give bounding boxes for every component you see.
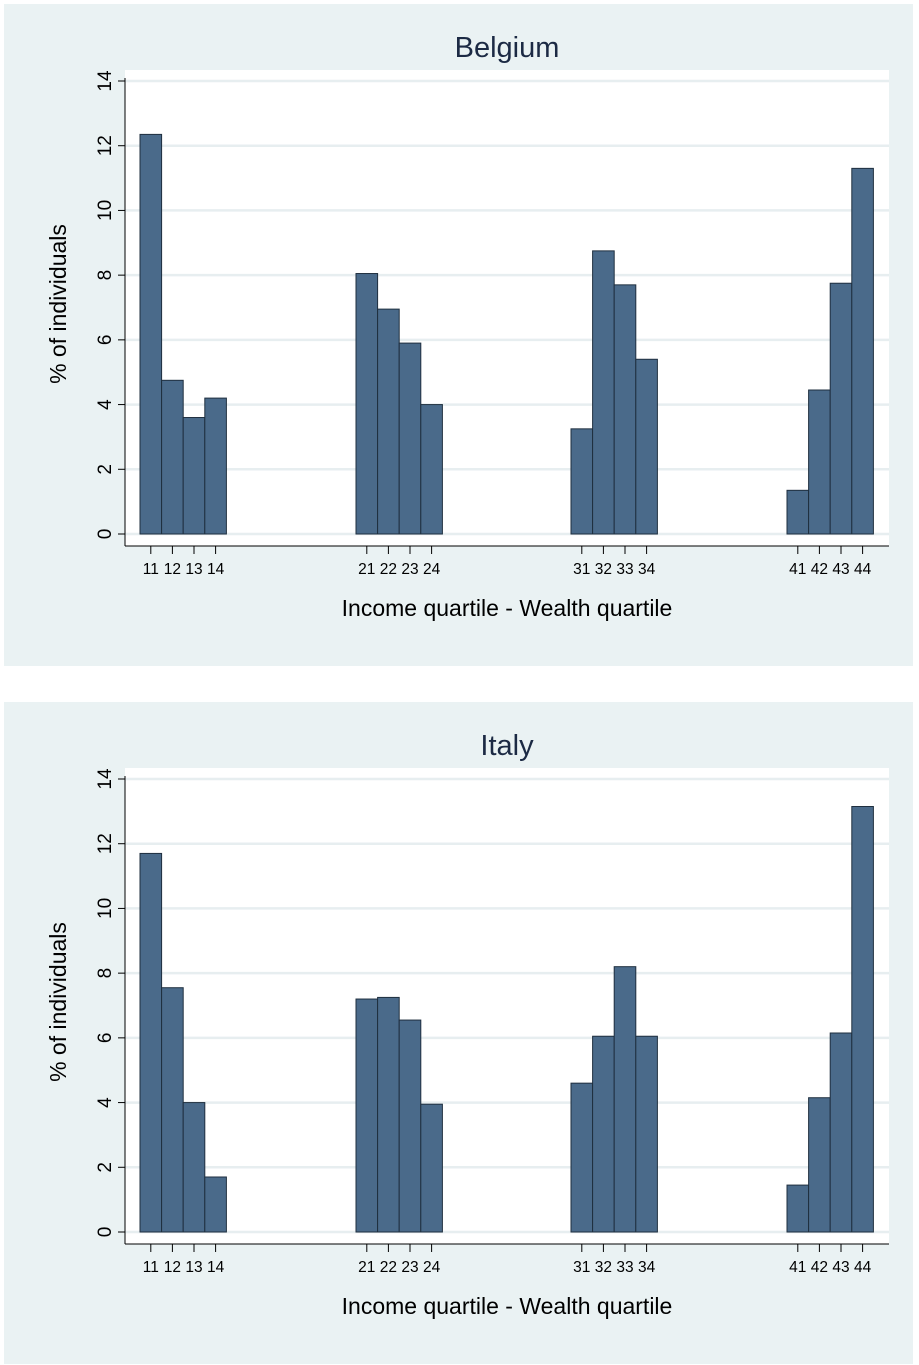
bar-43 bbox=[829, 1032, 853, 1233]
bar-21 bbox=[355, 273, 379, 535]
y-tick-label-14: 14 bbox=[95, 70, 116, 92]
bar-11 bbox=[139, 852, 163, 1233]
y-tick-label-2: 2 bbox=[95, 1162, 116, 1173]
y-tick-label-4: 4 bbox=[95, 399, 116, 410]
x-tick-label-23: 23 bbox=[401, 561, 418, 578]
y-tick-label-12: 12 bbox=[95, 135, 116, 156]
bar-13 bbox=[182, 417, 206, 535]
y-tick-label-10: 10 bbox=[95, 200, 116, 221]
belgium-chart-panel: 0 2 4 6 8 10 12 14 11 12 13 14 21 22 23 24 31 32 33 34 41 42 4… bbox=[4, 4, 913, 666]
x-tick-label-31: 31 bbox=[573, 561, 590, 578]
x-tick-label-34: 34 bbox=[638, 561, 656, 578]
bar-11 bbox=[139, 133, 163, 535]
y-tick-label-6: 6 bbox=[95, 1033, 116, 1044]
y-tick-label-0: 0 bbox=[95, 1227, 116, 1238]
x-tick-label-31: 31 bbox=[573, 1259, 590, 1276]
x-tick-label-32: 32 bbox=[595, 561, 612, 578]
bar-42 bbox=[808, 389, 831, 535]
y-tick-label-10: 10 bbox=[95, 898, 116, 919]
bar-23 bbox=[398, 1019, 422, 1233]
y-tick-label-8: 8 bbox=[95, 270, 116, 281]
bar-31 bbox=[570, 1082, 594, 1233]
x-tick-label-43: 43 bbox=[832, 561, 849, 578]
y-axis-label: % of individuals bbox=[45, 224, 71, 384]
bar-32 bbox=[592, 250, 615, 535]
bar-43 bbox=[829, 282, 853, 535]
y-tick-label-4: 4 bbox=[95, 1097, 116, 1108]
bar-41 bbox=[786, 1184, 810, 1233]
bar-44 bbox=[851, 167, 874, 535]
x-tick-label-13: 13 bbox=[185, 561, 202, 578]
chart-title: Belgium bbox=[455, 32, 560, 64]
bar-32 bbox=[592, 1035, 615, 1233]
x-tick-label-43: 43 bbox=[832, 1259, 849, 1276]
x-tick-label-14: 14 bbox=[207, 561, 225, 578]
x-tick-label-23: 23 bbox=[401, 1259, 418, 1276]
y-tick-label-0: 0 bbox=[95, 529, 116, 540]
y-axis-label: % of individuals bbox=[45, 922, 71, 1082]
bar-14 bbox=[204, 1176, 227, 1233]
bar-13 bbox=[182, 1102, 206, 1233]
bar-22 bbox=[377, 996, 400, 1233]
x-tick-label-22: 22 bbox=[380, 561, 397, 578]
x-tick-label-24: 24 bbox=[423, 1259, 441, 1276]
bar-33 bbox=[613, 284, 637, 535]
bar-33 bbox=[613, 966, 637, 1233]
x-tick-label-33: 33 bbox=[616, 1259, 633, 1276]
x-tick-label-41: 41 bbox=[789, 561, 806, 578]
y-tick-label-14: 14 bbox=[95, 768, 116, 790]
x-tick-label-12: 12 bbox=[164, 561, 181, 578]
y-tick-label-6: 6 bbox=[95, 335, 116, 346]
bar-12 bbox=[161, 987, 184, 1233]
x-tick-label-41: 41 bbox=[789, 1259, 806, 1276]
x-tick-label-44: 44 bbox=[854, 1259, 872, 1276]
bar-34 bbox=[635, 358, 658, 535]
bar-14 bbox=[204, 397, 227, 535]
bar-23 bbox=[398, 342, 422, 535]
x-axis-label: Income quartile - Wealth quartile bbox=[342, 595, 673, 621]
y-tick-label-8: 8 bbox=[95, 968, 116, 979]
x-tick-label-33: 33 bbox=[616, 561, 633, 578]
x-tick-label-11: 11 bbox=[143, 1259, 159, 1276]
bar-24 bbox=[420, 1103, 443, 1233]
x-axis-label: Income quartile - Wealth quartile bbox=[342, 1293, 673, 1319]
x-tick-label-22: 22 bbox=[380, 1259, 397, 1276]
x-tick-label-44: 44 bbox=[854, 561, 872, 578]
x-tick-label-12: 12 bbox=[164, 1259, 181, 1276]
x-tick-label-32: 32 bbox=[595, 1259, 612, 1276]
x-tick-label-24: 24 bbox=[423, 561, 441, 578]
plot-area bbox=[125, 768, 889, 1244]
x-tick-label-11: 11 bbox=[143, 561, 159, 578]
bar-12 bbox=[161, 379, 184, 535]
x-tick-label-14: 14 bbox=[207, 1259, 225, 1276]
bar-21 bbox=[355, 998, 379, 1233]
x-tick-label-42: 42 bbox=[811, 561, 828, 578]
bar-31 bbox=[570, 428, 594, 535]
plot-area bbox=[125, 70, 889, 546]
x-tick-label-42: 42 bbox=[811, 1259, 828, 1276]
bar-41 bbox=[786, 489, 810, 535]
bar-34 bbox=[635, 1035, 658, 1233]
x-tick-label-34: 34 bbox=[638, 1259, 656, 1276]
bar-22 bbox=[377, 308, 400, 535]
italy-chart-panel: 0 2 4 6 8 10 12 14 11 12 13 14 21 22 23 24 31 32 33 34 41 42 4… bbox=[4, 702, 913, 1364]
chart-title: Italy bbox=[480, 730, 534, 762]
y-tick-label-2: 2 bbox=[95, 464, 116, 475]
x-tick-label-13: 13 bbox=[185, 1259, 202, 1276]
y-tick-label-12: 12 bbox=[95, 833, 116, 854]
bar-24 bbox=[420, 404, 443, 535]
x-tick-label-21: 21 bbox=[358, 1259, 375, 1276]
x-tick-label-21: 21 bbox=[358, 561, 375, 578]
bar-42 bbox=[808, 1097, 831, 1233]
bar-44 bbox=[851, 806, 874, 1233]
